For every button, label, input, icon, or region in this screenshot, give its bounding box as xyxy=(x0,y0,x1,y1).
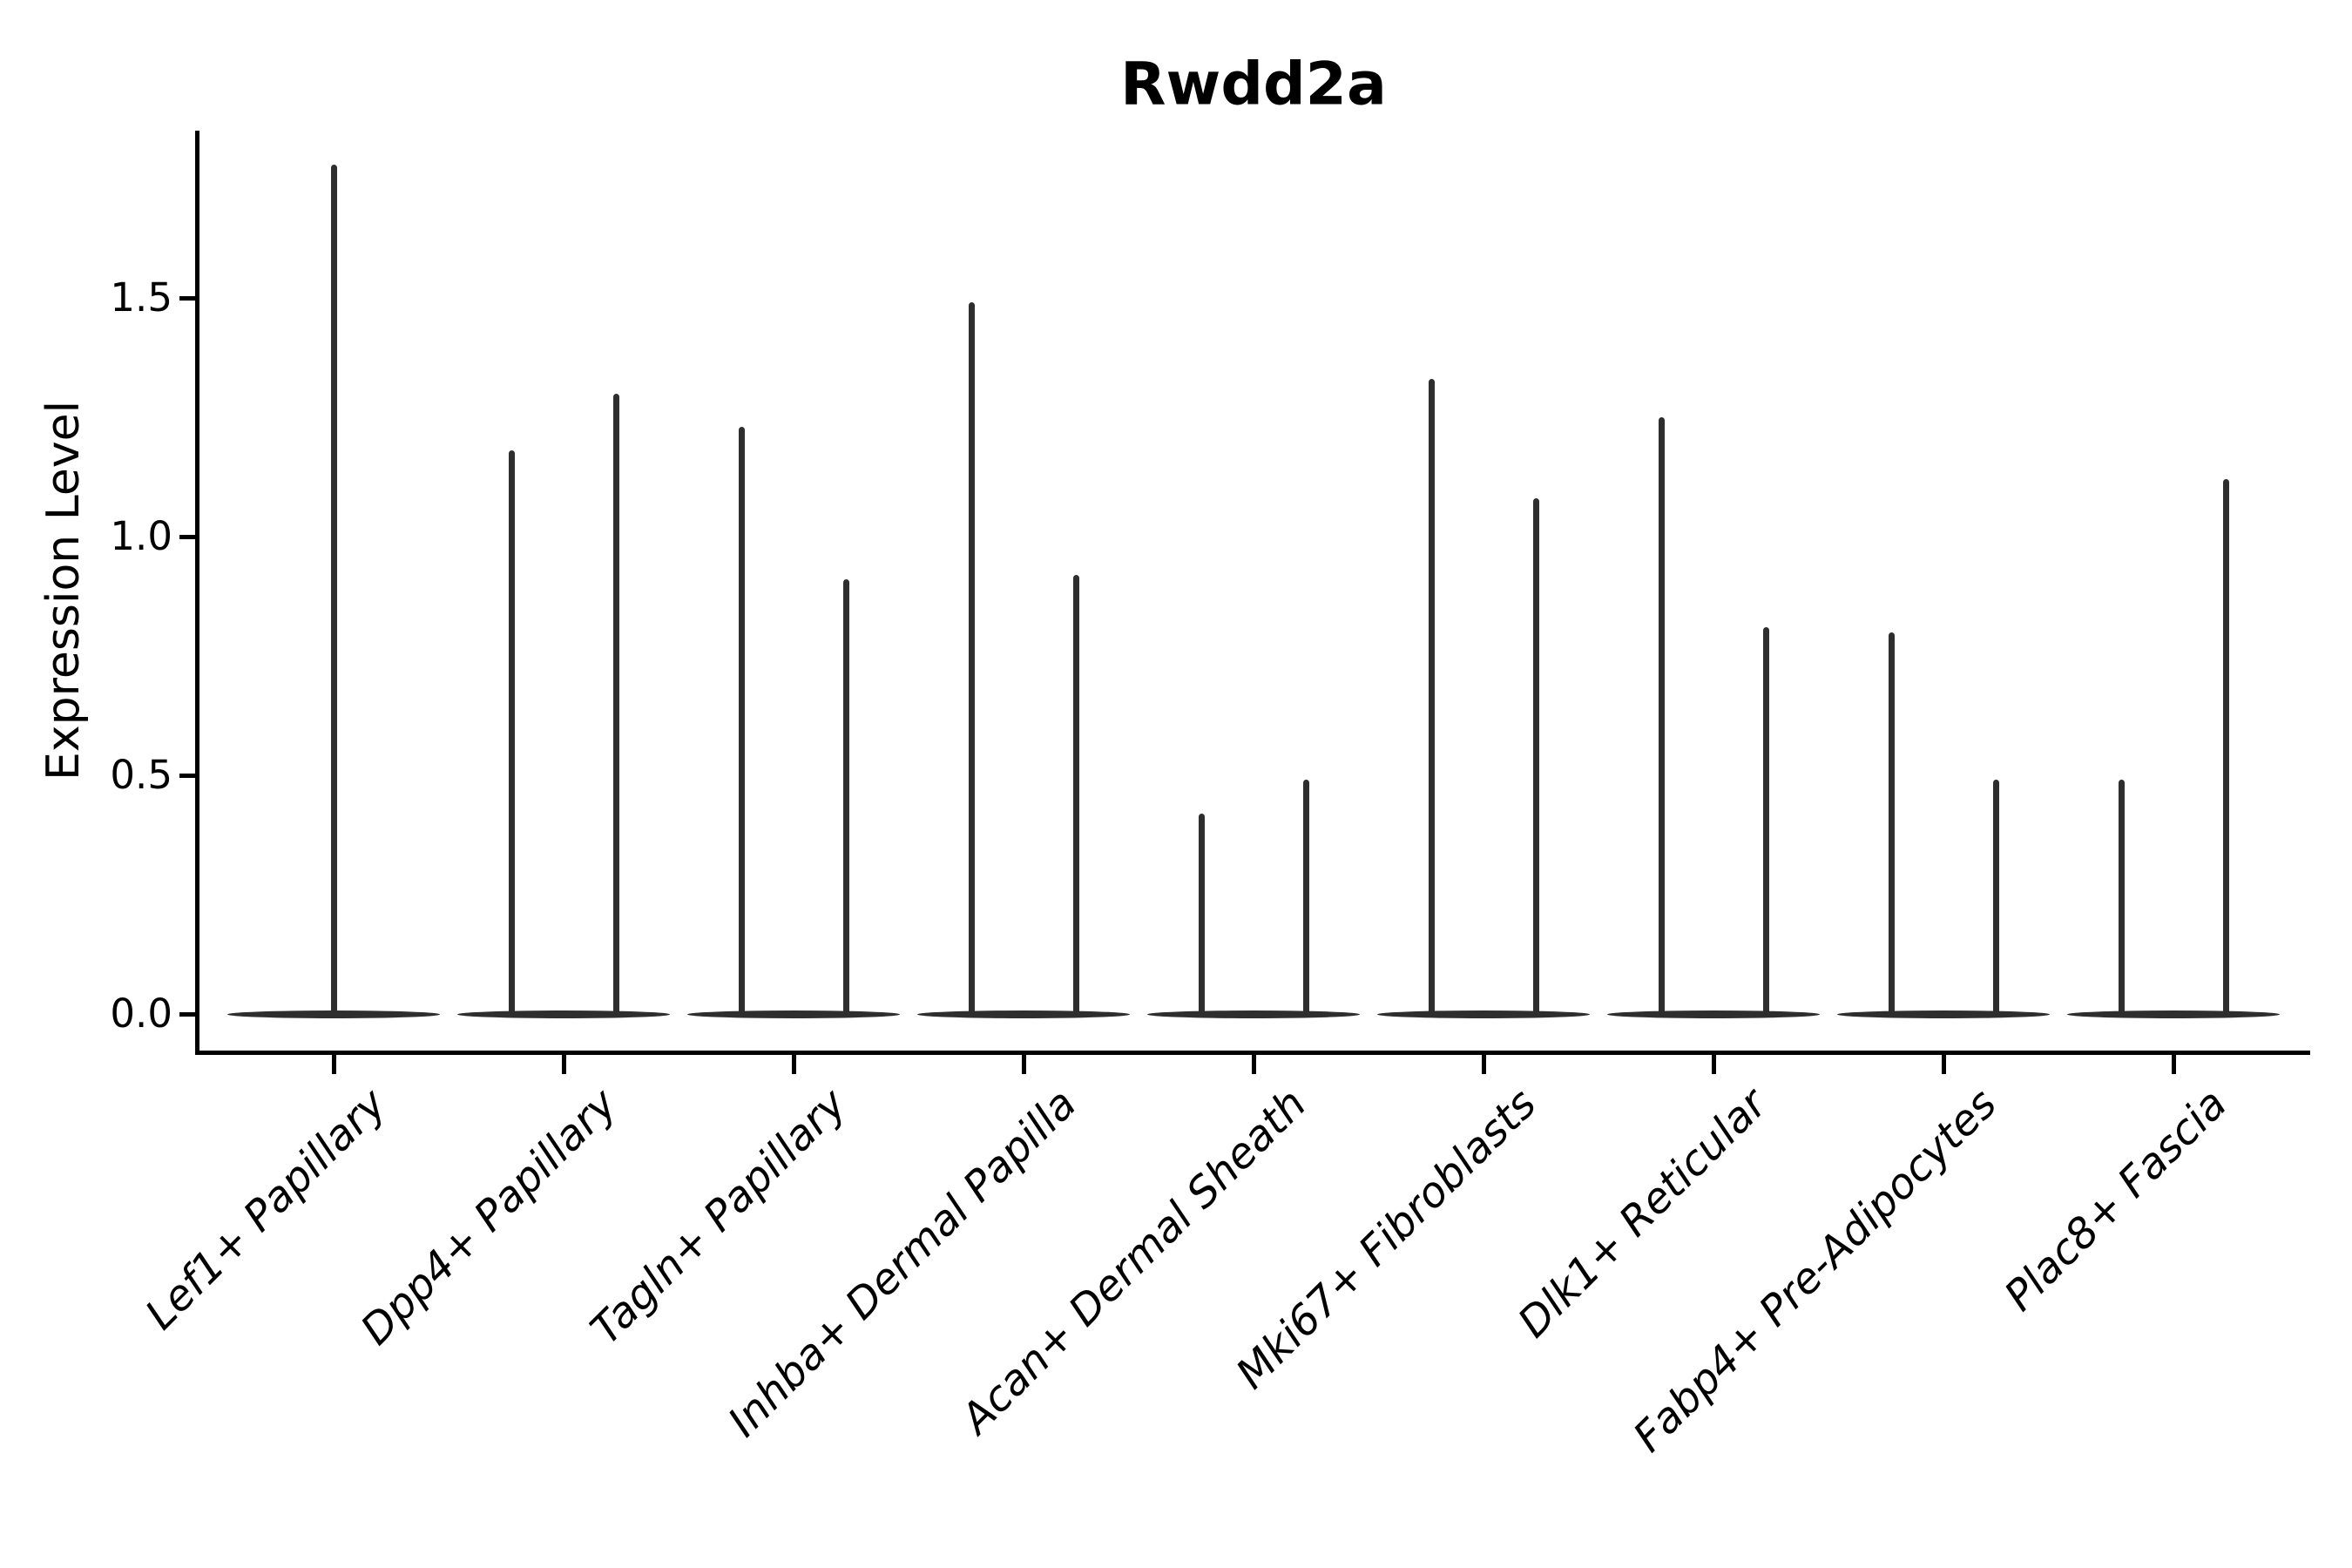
violin-base xyxy=(1147,1010,1360,1018)
violin-max-spike xyxy=(1198,813,1205,1014)
violin-base xyxy=(2067,1010,2280,1018)
x-tick-label: Plac8+ Fascia xyxy=(1995,1079,2236,1321)
violin-max-spike xyxy=(2118,780,2125,1014)
x-axis-spine xyxy=(195,1051,2310,1055)
x-tick-mark xyxy=(1481,1055,1486,1074)
x-tick-label: Dlk1+ Reticular xyxy=(1508,1079,1776,1348)
y-tick-mark xyxy=(179,534,195,539)
violin-max-spike xyxy=(1532,498,1539,1014)
violin-max-spike xyxy=(738,426,745,1014)
y-tick-label: 1.0 xyxy=(110,513,172,559)
violin-max-spike xyxy=(968,302,975,1014)
violin-max-spike xyxy=(1658,417,1665,1014)
x-tick-mark xyxy=(561,1055,566,1074)
x-tick-mark xyxy=(2171,1055,2176,1074)
x-tick-label: Tagln+ Papillary xyxy=(581,1079,856,1355)
x-tick-mark xyxy=(791,1055,796,1074)
plot-title: Rwdd2a xyxy=(1120,50,1387,119)
x-tick-mark xyxy=(1711,1055,1716,1074)
x-tick-label: Dpp4+ Papillary xyxy=(351,1079,626,1355)
violin-max-spike xyxy=(330,164,337,1014)
violin-max-spike xyxy=(1072,574,1079,1014)
violin-max-spike xyxy=(1302,780,1309,1014)
violin-base xyxy=(687,1010,900,1018)
x-tick-label: Lef1+ Papillary xyxy=(136,1079,396,1340)
x-tick-mark xyxy=(1021,1055,1026,1074)
violin-max-spike xyxy=(1428,379,1435,1014)
violin-max-spike xyxy=(508,450,515,1014)
violin-max-spike xyxy=(612,393,619,1014)
violin-max-spike xyxy=(2222,479,2229,1014)
violin-max-spike xyxy=(1992,780,1999,1014)
y-tick-label: 0.5 xyxy=(110,752,172,798)
y-tick-label: 0.0 xyxy=(110,990,172,1037)
y-axis-spine xyxy=(195,131,199,1055)
y-tick-mark xyxy=(179,295,195,301)
violin-base xyxy=(1377,1010,1590,1018)
x-tick-mark xyxy=(1941,1055,1946,1074)
y-tick-label: 1.5 xyxy=(110,274,172,321)
y-axis-label: Expression Level xyxy=(37,400,90,781)
violin-max-spike xyxy=(1762,627,1769,1014)
y-tick-mark xyxy=(179,773,195,778)
violin-max-spike xyxy=(1888,632,1895,1014)
violin-max-spike xyxy=(842,579,849,1014)
violin-base xyxy=(227,1010,440,1018)
violin-base xyxy=(1607,1010,1820,1018)
x-tick-mark xyxy=(1251,1055,1256,1074)
violin-base xyxy=(457,1010,670,1018)
y-tick-mark xyxy=(179,1011,195,1017)
violin-base xyxy=(1837,1010,2050,1018)
x-tick-mark xyxy=(331,1055,336,1074)
violin-base xyxy=(917,1010,1130,1018)
